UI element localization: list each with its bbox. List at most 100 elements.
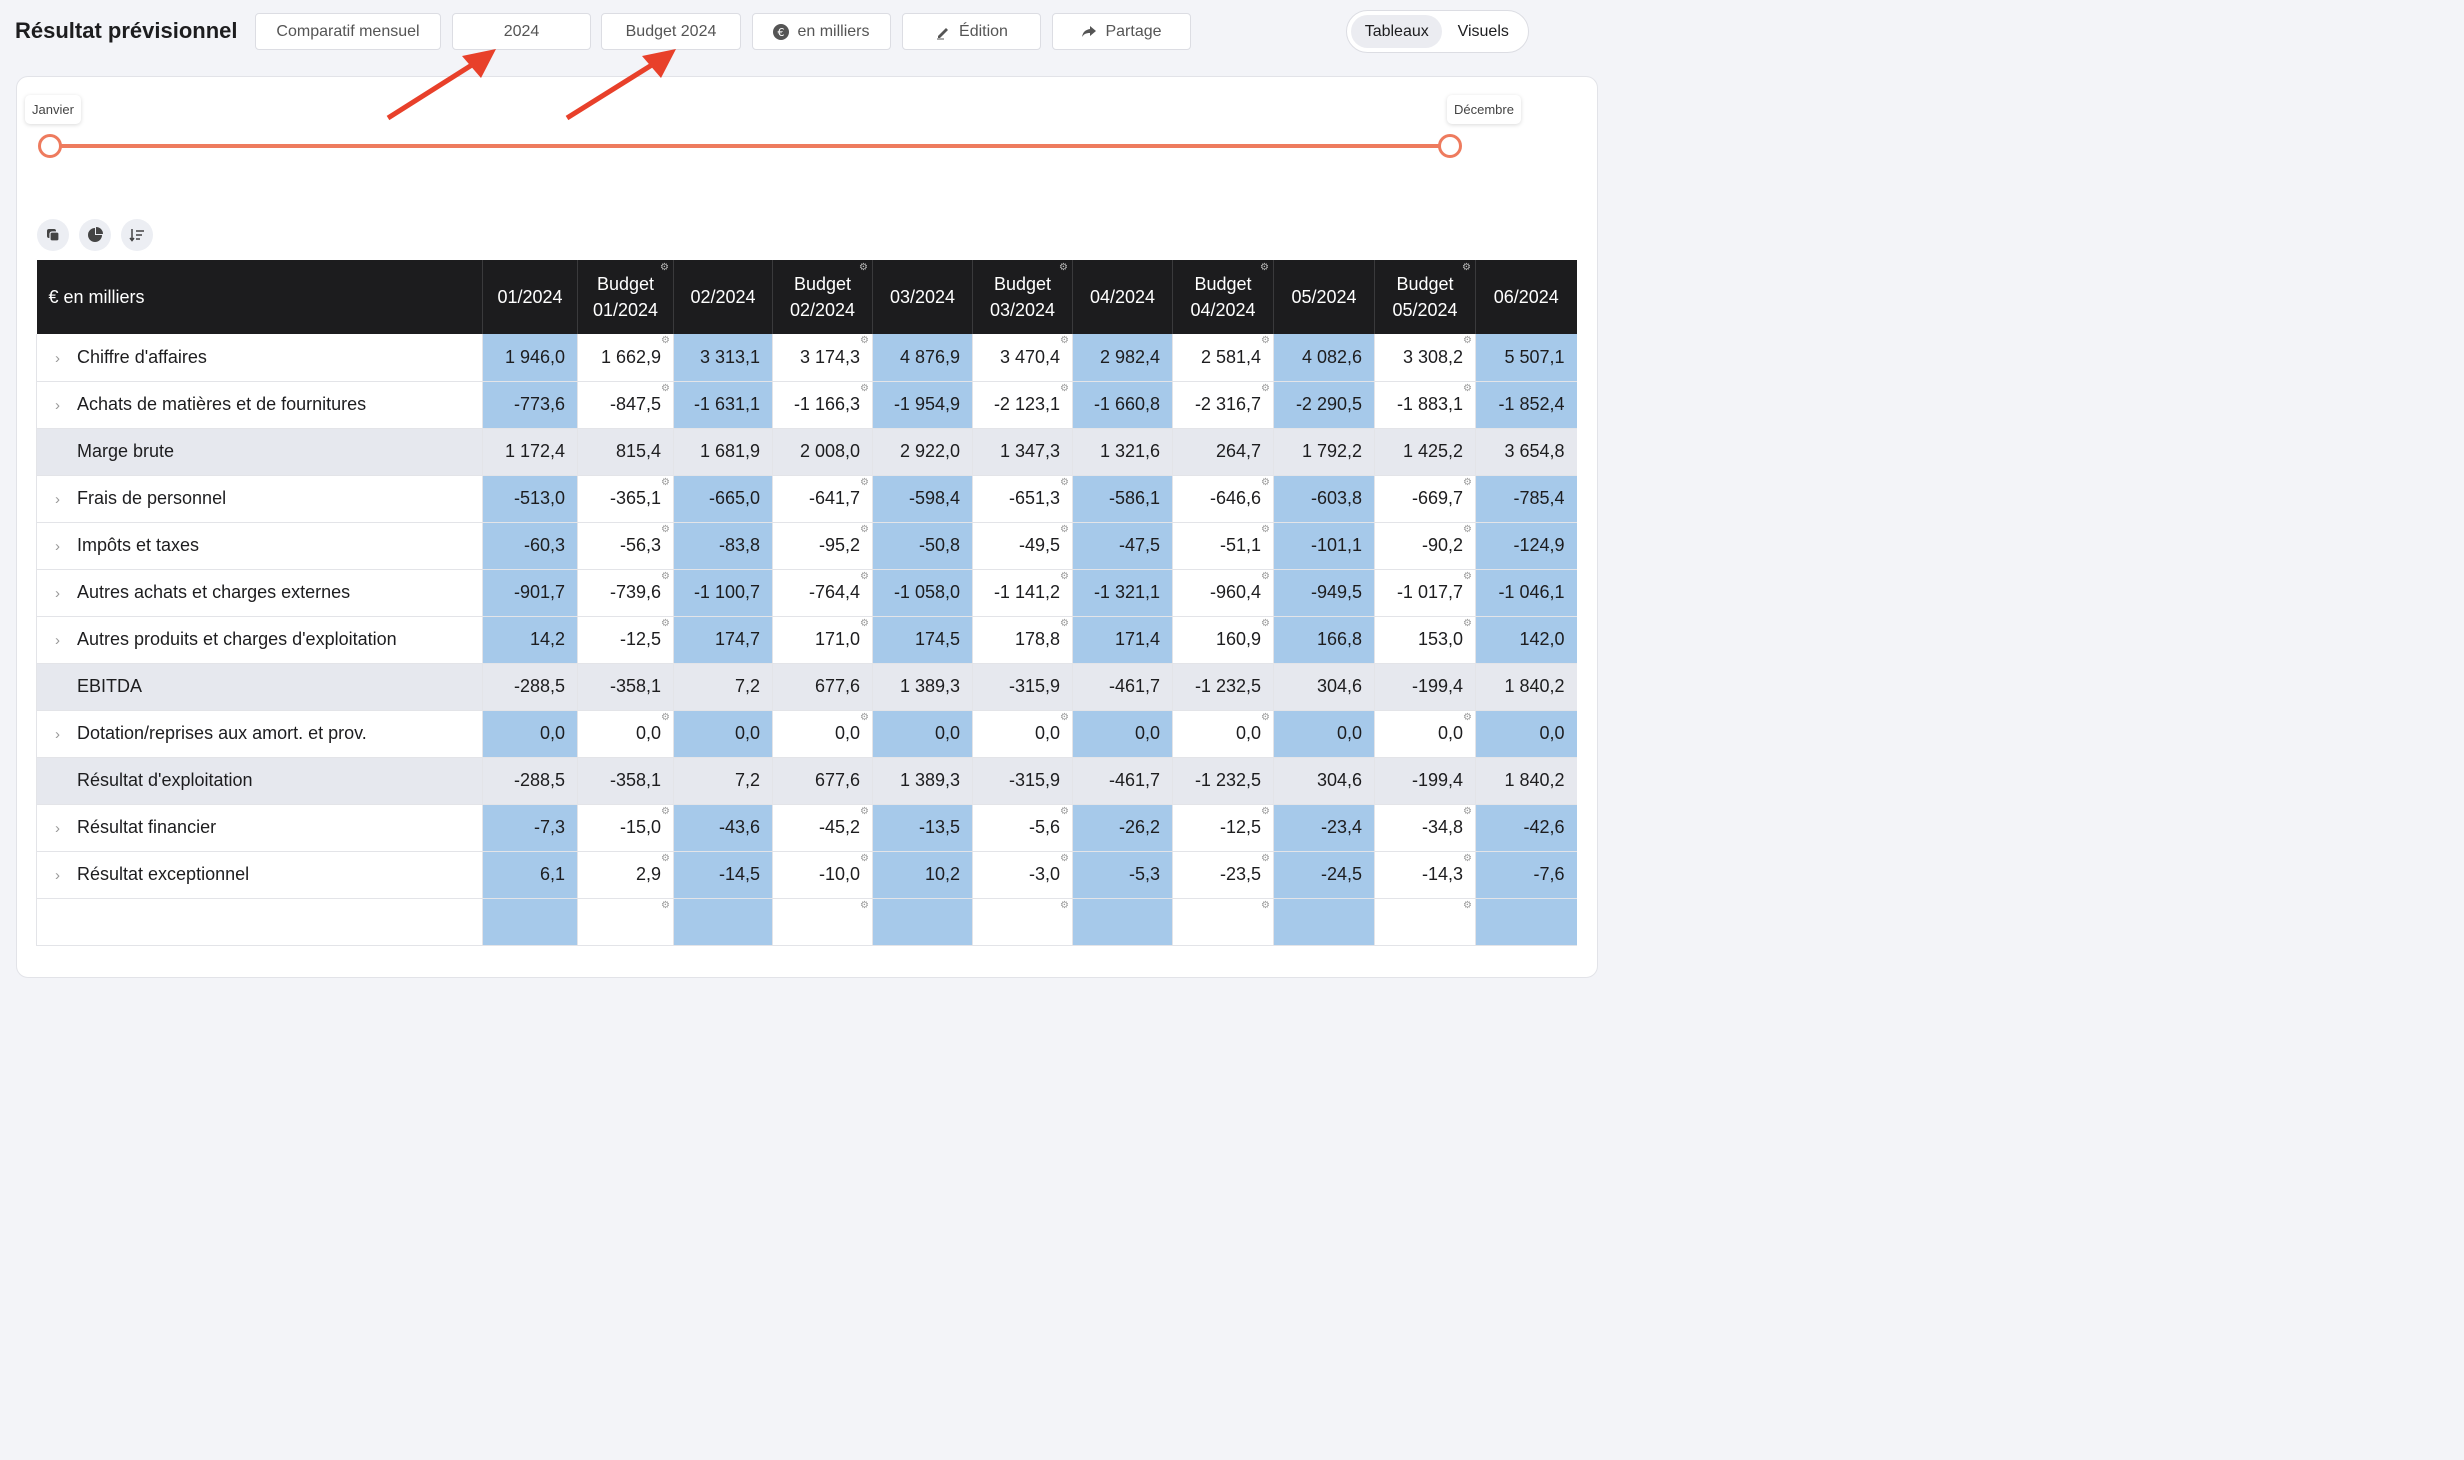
gear-icon[interactable]: ⚙ — [1463, 852, 1472, 864]
gear-icon[interactable]: ⚙ — [860, 805, 869, 817]
actual-value-cell[interactable]: -288,5 — [482, 663, 578, 711]
gear-icon[interactable]: ⚙ — [1060, 711, 1069, 723]
budget-value-cell[interactable]: -315,9 — [972, 757, 1073, 805]
gear-icon[interactable]: ⚙ — [1463, 335, 1472, 346]
row-label-cell[interactable]: › Impôts et taxes — [36, 522, 483, 570]
gear-icon[interactable]: ⚙ — [860, 711, 869, 723]
table-row[interactable]: › Dotation/reprises aux amort. et prov. 0,… — [36, 710, 1577, 758]
table-row[interactable]: › Autres produits et charges d'exploitati… — [36, 616, 1577, 664]
budget-value-cell[interactable]: -199,4 — [1374, 663, 1476, 711]
actual-value-cell[interactable]: 2 982,4 — [1072, 334, 1173, 382]
gear-icon[interactable]: ⚙ — [1060, 899, 1069, 911]
budget-column-header[interactable]: Budget 05/2024 ⚙ — [1374, 260, 1476, 334]
gear-icon[interactable]: ⚙ — [1463, 805, 1472, 817]
budget-value-cell[interactable]: -45,2 ⚙ — [772, 804, 873, 852]
gear-icon[interactable]: ⚙ — [1463, 899, 1472, 911]
row-label-cell[interactable]: › Autres achats et charges externes — [36, 569, 483, 617]
budget-value-cell[interactable]: 0,0 ⚙ — [772, 710, 873, 758]
chevron-right-icon[interactable]: › — [55, 632, 60, 649]
gear-icon[interactable]: ⚙ — [1261, 805, 1270, 817]
budget-value-cell[interactable]: -12,5 ⚙ — [1172, 804, 1274, 852]
actual-value-cell[interactable]: 1 946,0 — [482, 334, 578, 382]
budget-value-cell[interactable]: 1 662,9 ⚙ — [577, 334, 674, 382]
budget-value-cell[interactable]: -847,5 ⚙ — [577, 381, 674, 429]
chevron-right-icon[interactable]: › — [55, 491, 60, 508]
actual-value-cell[interactable]: -1 046,1 — [1475, 569, 1577, 617]
gear-icon[interactable]: ⚙ — [1463, 476, 1472, 488]
budget-value-cell[interactable]: -199,4 — [1374, 757, 1476, 805]
actual-value-cell[interactable]: -665,0 — [673, 475, 773, 523]
actual-value-cell[interactable] — [1072, 898, 1173, 946]
gear-icon[interactable]: ⚙ — [1261, 852, 1270, 864]
table-row[interactable]: › Résultat financier -7,3 -15,0 ⚙ -43,6 -45,2 ⚙… — [36, 804, 1577, 852]
actual-value-cell[interactable]: -785,4 — [1475, 475, 1577, 523]
chevron-right-icon[interactable]: › — [55, 585, 60, 602]
actual-value-cell[interactable]: 174,5 — [872, 616, 973, 664]
actual-value-cell[interactable]: -5,3 — [1072, 851, 1173, 899]
actual-value-cell[interactable]: -47,5 — [1072, 522, 1173, 570]
actual-value-cell[interactable]: 0,0 — [1475, 710, 1577, 758]
chevron-right-icon[interactable]: › — [55, 867, 60, 884]
row-label-cell[interactable]: › Dotation/reprises aux amort. et prov. — [36, 710, 483, 758]
actual-value-cell[interactable]: -7,6 — [1475, 851, 1577, 899]
budget-value-cell[interactable]: 0,0 ⚙ — [972, 710, 1073, 758]
gear-icon[interactable]: ⚙ — [1060, 335, 1069, 346]
row-label-cell[interactable]: › Achats de matières et de fournitures — [36, 381, 483, 429]
tab-tableaux[interactable]: Tableaux — [1351, 15, 1443, 48]
actual-value-cell[interactable]: 304,6 — [1273, 663, 1375, 711]
budget-value-cell[interactable]: -669,7 ⚙ — [1374, 475, 1476, 523]
actual-value-cell[interactable]: 304,6 — [1273, 757, 1375, 805]
month-column-header[interactable]: 02/2024 — [673, 260, 773, 334]
budget-value-cell[interactable]: 171,0 ⚙ — [772, 616, 873, 664]
actual-value-cell[interactable]: -124,9 — [1475, 522, 1577, 570]
gear-icon[interactable]: ⚙ — [1261, 335, 1270, 346]
actual-value-cell[interactable]: 1 389,3 — [872, 663, 973, 711]
gear-icon[interactable]: ⚙ — [1463, 570, 1472, 582]
actual-value-cell[interactable]: -513,0 — [482, 475, 578, 523]
budget-value-cell[interactable]: 160,9 ⚙ — [1172, 616, 1274, 664]
gear-icon[interactable]: ⚙ — [1462, 262, 1471, 273]
budget-value-cell[interactable]: ⚙ — [577, 898, 674, 946]
actual-value-cell[interactable]: -2 290,5 — [1273, 381, 1375, 429]
budget-value-cell[interactable]: -641,7 ⚙ — [772, 475, 873, 523]
gear-icon[interactable]: ⚙ — [661, 523, 670, 535]
actual-value-cell[interactable]: 7,2 — [673, 757, 773, 805]
actual-value-cell[interactable]: 1 172,4 — [482, 428, 578, 476]
actual-value-cell[interactable]: -50,8 — [872, 522, 973, 570]
budget-value-cell[interactable]: ⚙ — [1374, 898, 1476, 946]
actual-value-cell[interactable]: 1 792,2 — [1273, 428, 1375, 476]
budget-value-cell[interactable]: 2 008,0 — [772, 428, 873, 476]
budget-value-cell[interactable]: -1 883,1 ⚙ — [1374, 381, 1476, 429]
gear-icon[interactable]: ⚙ — [1261, 711, 1270, 723]
budget-column-header[interactable]: Budget 02/2024 ⚙ — [772, 260, 873, 334]
budget-value-cell[interactable]: -49,5 ⚙ — [972, 522, 1073, 570]
actual-value-cell[interactable] — [673, 898, 773, 946]
month-column-header[interactable]: 05/2024 — [1273, 260, 1375, 334]
actual-value-cell[interactable]: -949,5 — [1273, 569, 1375, 617]
actual-value-cell[interactable]: -43,6 — [673, 804, 773, 852]
gear-icon[interactable]: ⚙ — [661, 570, 670, 582]
actual-value-cell[interactable]: 6,1 — [482, 851, 578, 899]
month-column-header[interactable]: 01/2024 — [482, 260, 578, 334]
range-track[interactable] — [50, 144, 1450, 148]
gear-icon[interactable]: ⚙ — [1059, 262, 1068, 273]
actual-value-cell[interactable]: 2 922,0 — [872, 428, 973, 476]
actual-value-cell[interactable]: -1 058,0 — [872, 569, 973, 617]
actual-value-cell[interactable]: -586,1 — [1072, 475, 1173, 523]
gear-icon[interactable]: ⚙ — [1261, 617, 1270, 629]
budget-column-header[interactable]: Budget 01/2024 ⚙ — [577, 260, 674, 334]
budget-value-cell[interactable]: ⚙ — [1172, 898, 1274, 946]
row-label-cell[interactable]: › Frais de personnel — [36, 475, 483, 523]
budget-value-cell[interactable]: -960,4 ⚙ — [1172, 569, 1274, 617]
actual-value-cell[interactable]: 171,4 — [1072, 616, 1173, 664]
budget-value-cell[interactable]: 3 308,2 ⚙ — [1374, 334, 1476, 382]
actual-value-cell[interactable]: -14,5 — [673, 851, 773, 899]
row-label-cell[interactable]: › Chiffre d'affaires — [36, 334, 483, 382]
budget-value-cell[interactable]: 3 174,3 ⚙ — [772, 334, 873, 382]
partage-button[interactable]: Partage — [1052, 13, 1191, 50]
gear-icon[interactable]: ⚙ — [860, 617, 869, 629]
gear-icon[interactable]: ⚙ — [661, 899, 670, 911]
budget-value-cell[interactable]: -2 316,7 ⚙ — [1172, 381, 1274, 429]
actual-value-cell[interactable] — [1273, 898, 1375, 946]
actual-value-cell[interactable]: 1 389,3 — [872, 757, 973, 805]
